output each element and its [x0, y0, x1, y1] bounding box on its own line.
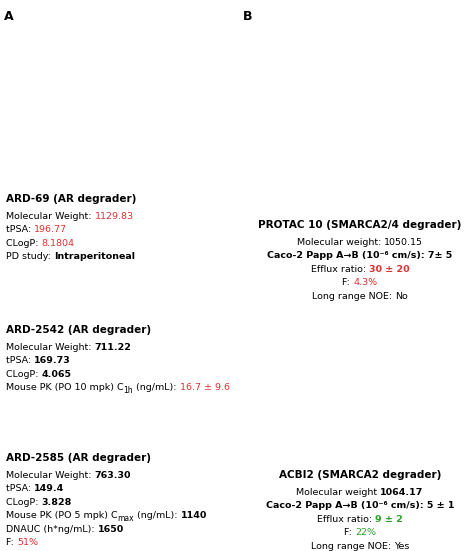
Text: CLogP:: CLogP: [6, 239, 42, 247]
Text: Caco-2 Papp A→B (10⁻⁶ cm/s): 5 ± 1: Caco-2 Papp A→B (10⁻⁶ cm/s): 5 ± 1 [266, 501, 454, 510]
Text: Molecular weight:: Molecular weight: [297, 237, 384, 246]
Text: CLogP:: CLogP: [6, 498, 42, 506]
Text: Long range NOE:: Long range NOE: [311, 542, 394, 550]
Text: 1064.17: 1064.17 [380, 488, 424, 496]
Text: 9 ± 2: 9 ± 2 [375, 515, 403, 523]
Text: Mouse PK (PO 10 mpk) C: Mouse PK (PO 10 mpk) C [6, 383, 124, 392]
Text: (ng/mL):: (ng/mL): [133, 383, 180, 392]
Text: F:: F: [6, 538, 17, 547]
Text: tPSA:: tPSA: [6, 484, 34, 493]
Text: 1650: 1650 [98, 525, 124, 533]
Text: Efflux ratio:: Efflux ratio: [317, 515, 375, 523]
Text: ARD-2542 (AR degrader): ARD-2542 (AR degrader) [6, 325, 151, 335]
Text: Mouse PK (PO 5 mpk) C: Mouse PK (PO 5 mpk) C [6, 511, 118, 520]
Text: PD study:: PD study: [6, 252, 54, 261]
Text: 4.065: 4.065 [42, 370, 72, 379]
Text: ACBI2 (SMARCA2 degrader): ACBI2 (SMARCA2 degrader) [279, 470, 441, 480]
Text: 1050.15: 1050.15 [384, 237, 423, 246]
Text: 51%: 51% [17, 538, 38, 547]
Text: Molecular Weight:: Molecular Weight: [6, 212, 94, 220]
Text: Caco-2 Papp A→B (10⁻⁶ cm/s): 7± 5: Caco-2 Papp A→B (10⁻⁶ cm/s): 7± 5 [267, 251, 453, 260]
Text: 1h: 1h [124, 386, 133, 396]
Text: F:: F: [343, 278, 354, 287]
Text: B: B [243, 10, 253, 23]
Text: CLogP:: CLogP: [6, 370, 42, 379]
Text: tPSA:: tPSA: [6, 356, 34, 365]
Text: Molecular Weight:: Molecular Weight: [6, 471, 94, 479]
Text: max: max [118, 515, 134, 523]
Text: F:: F: [344, 528, 355, 537]
Text: 149.4: 149.4 [34, 484, 64, 493]
Text: 1129.83: 1129.83 [94, 212, 134, 220]
Text: tPSA:: tPSA: [6, 225, 34, 234]
Text: 711.22: 711.22 [94, 343, 131, 352]
Text: Intraperitoneal: Intraperitoneal [54, 252, 135, 261]
Text: 763.30: 763.30 [94, 471, 131, 479]
Text: Molecular Weight:: Molecular Weight: [6, 343, 94, 352]
Text: Efflux ratio:: Efflux ratio: [310, 264, 369, 273]
Text: Long range NOE:: Long range NOE: [312, 291, 395, 300]
Text: (ng/mL):: (ng/mL): [134, 511, 181, 520]
Text: 3.828: 3.828 [42, 498, 72, 506]
Text: Molecular weight: Molecular weight [296, 488, 380, 496]
Text: 4.3%: 4.3% [354, 278, 377, 287]
Text: ARD-2585 (AR degrader): ARD-2585 (AR degrader) [6, 453, 151, 463]
Text: 22%: 22% [355, 528, 376, 537]
Text: DNAUC (h*ng/mL):: DNAUC (h*ng/mL): [6, 525, 98, 533]
Text: A: A [4, 10, 14, 23]
Text: ARD-69 (AR degrader): ARD-69 (AR degrader) [6, 194, 137, 204]
Text: 1140: 1140 [181, 511, 207, 520]
Text: 169.73: 169.73 [34, 356, 71, 365]
Text: 16.7 ± 9.6: 16.7 ± 9.6 [180, 383, 230, 392]
Text: Yes: Yes [394, 542, 409, 550]
Text: 30 ± 20: 30 ± 20 [369, 264, 410, 273]
Text: No: No [395, 291, 408, 300]
Text: PROTAC 10 (SMARCA2/4 degrader): PROTAC 10 (SMARCA2/4 degrader) [258, 220, 462, 230]
Text: 8.1804: 8.1804 [42, 239, 74, 247]
Text: 196.77: 196.77 [34, 225, 67, 234]
